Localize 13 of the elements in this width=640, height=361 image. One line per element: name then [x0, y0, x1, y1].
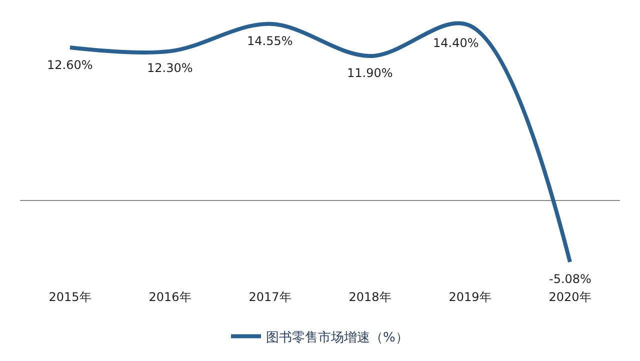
x-tick-label: 2016年 [148, 290, 192, 304]
data-label: 14.40% [433, 36, 479, 50]
x-tick-label: 2019年 [448, 290, 492, 304]
data-label: 11.90% [347, 66, 393, 80]
x-tick-label: 2015年 [48, 290, 92, 304]
data-label: 14.55% [247, 34, 293, 48]
x-tick-label: 2017年 [248, 290, 292, 304]
data-label: 12.60% [47, 58, 93, 72]
data-label: -5.08% [549, 272, 592, 286]
x-tick-label: 2018年 [348, 290, 392, 304]
data-label: 12.30% [147, 61, 193, 75]
legend-label: 图书零售市场增速（%） [266, 330, 408, 346]
x-tick-label: 2020年 [548, 290, 592, 304]
